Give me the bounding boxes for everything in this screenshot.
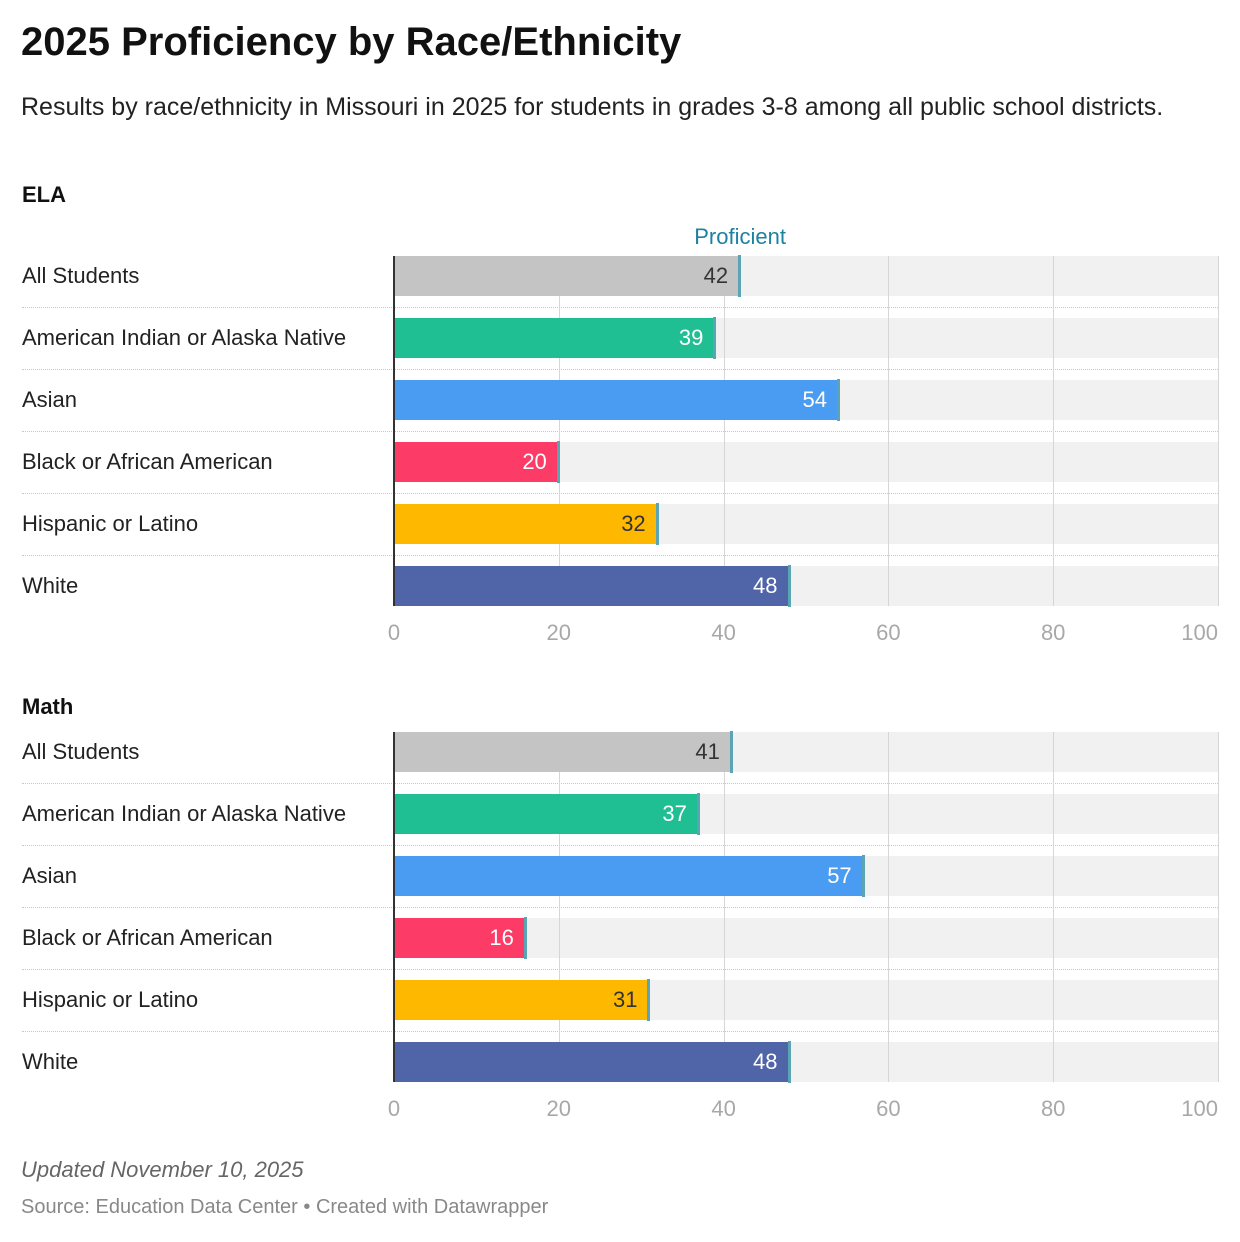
bar[interactable] <box>394 1042 790 1082</box>
row-label: American Indian or Alaska Native <box>22 801 347 826</box>
row-separator <box>22 907 1218 908</box>
credit-separator: • <box>297 1196 316 1218</box>
row-separator <box>22 845 1218 846</box>
proficient-marker <box>655 503 659 545</box>
bar-value-label: 57 <box>827 863 852 888</box>
bar-value-label: 16 <box>489 925 514 950</box>
gridline <box>558 256 560 606</box>
gridline <box>723 256 725 606</box>
x-tick-label: 100 <box>1181 1096 1218 1121</box>
proficient-marker <box>696 793 700 835</box>
row-label: American Indian or Alaska Native <box>22 325 347 350</box>
x-tick-label: 80 <box>1040 620 1066 645</box>
proficient-marker <box>787 1041 791 1083</box>
proficient-marker <box>787 565 791 607</box>
row-separator <box>22 783 1218 784</box>
row-separator <box>22 969 1218 970</box>
axis-baseline <box>393 256 395 606</box>
panel-title: Math <box>22 694 74 719</box>
bar[interactable] <box>394 442 559 482</box>
bar-value-label: 48 <box>753 1049 778 1074</box>
row-separator <box>22 1031 1218 1032</box>
bar-value-label: 37 <box>662 801 687 826</box>
bar[interactable] <box>394 980 650 1020</box>
bar[interactable] <box>394 732 732 772</box>
credit-link[interactable]: Created with Datawrapper <box>315 1196 549 1218</box>
row-label: Black or African American <box>22 925 273 950</box>
proficient-marker <box>647 979 651 1021</box>
source-text: Source: Education Data Center <box>21 1196 298 1218</box>
row-label: Hispanic or Latino <box>22 987 199 1012</box>
bar-value-label: 41 <box>695 739 720 764</box>
row-label: Hispanic or Latino <box>22 511 199 536</box>
gridline <box>1053 732 1055 1082</box>
proficient-marker <box>836 379 840 421</box>
x-tick-label: 100 <box>1181 620 1218 645</box>
row-separator <box>22 307 1218 308</box>
x-tick-label: 80 <box>1040 1096 1066 1121</box>
bar-value-label: 32 <box>621 511 646 536</box>
row-separator <box>22 555 1218 556</box>
column-header-proficient: Proficient <box>694 224 786 249</box>
gridline <box>888 256 890 606</box>
proficient-marker <box>729 731 733 773</box>
x-tick-label: 40 <box>711 1096 736 1121</box>
source-line: Source: Education Data Center • Created … <box>21 1196 548 1219</box>
gridline <box>1218 732 1219 1082</box>
bar-value-label: 39 <box>678 325 704 350</box>
chart-subtitle: Results by race/ethnicity in Missouri in… <box>21 93 1164 121</box>
bar[interactable] <box>394 856 864 896</box>
bar[interactable] <box>394 794 699 834</box>
row-label: Asian <box>22 863 78 888</box>
row-separator <box>22 369 1218 370</box>
row-label: Asian <box>22 387 78 412</box>
row-label: White <box>22 573 79 598</box>
gridline <box>1053 256 1055 606</box>
bar[interactable] <box>394 256 741 296</box>
row-label: All Students <box>22 263 140 288</box>
bar-value-label: 48 <box>753 573 778 598</box>
x-tick-label: 60 <box>876 1096 901 1121</box>
x-tick-label: 40 <box>711 620 736 645</box>
row-separator <box>22 493 1218 494</box>
gridline <box>558 732 560 1082</box>
x-tick-label: 60 <box>876 620 901 645</box>
x-tick-label: 0 <box>387 620 401 645</box>
gridline <box>888 732 890 1082</box>
row-label: Black or African American <box>22 449 273 474</box>
bar[interactable] <box>394 318 716 358</box>
panel-title: ELA <box>22 182 66 207</box>
row-separator <box>22 431 1218 432</box>
proficient-marker <box>861 855 865 897</box>
axis-baseline <box>393 732 395 1082</box>
x-tick-label: 0 <box>387 1096 401 1121</box>
x-tick-label: 20 <box>546 1096 572 1121</box>
x-tick-label: 20 <box>546 620 572 645</box>
gridline <box>1218 256 1219 606</box>
bar-background <box>394 918 1218 958</box>
bar[interactable] <box>394 380 839 420</box>
bar[interactable] <box>394 504 658 544</box>
bar-value-label: 20 <box>522 449 547 474</box>
row-label: White <box>22 1049 79 1074</box>
bar[interactable] <box>394 566 790 606</box>
bar[interactable] <box>394 918 526 958</box>
proficient-marker <box>556 441 560 483</box>
updated-note: Updated November 10, 2025 <box>21 1157 304 1182</box>
row-label: All Students <box>22 739 140 764</box>
bar-value-label: 42 <box>703 263 729 288</box>
gridline <box>723 732 725 1082</box>
proficient-marker <box>523 917 527 959</box>
bar-value-label: 31 <box>612 987 638 1012</box>
proficient-marker <box>738 255 742 297</box>
proficient-marker <box>713 317 717 359</box>
bar-value-label: 54 <box>802 387 827 412</box>
chart-title: 2025 Proficiency by Race/Ethnicity <box>21 20 682 64</box>
